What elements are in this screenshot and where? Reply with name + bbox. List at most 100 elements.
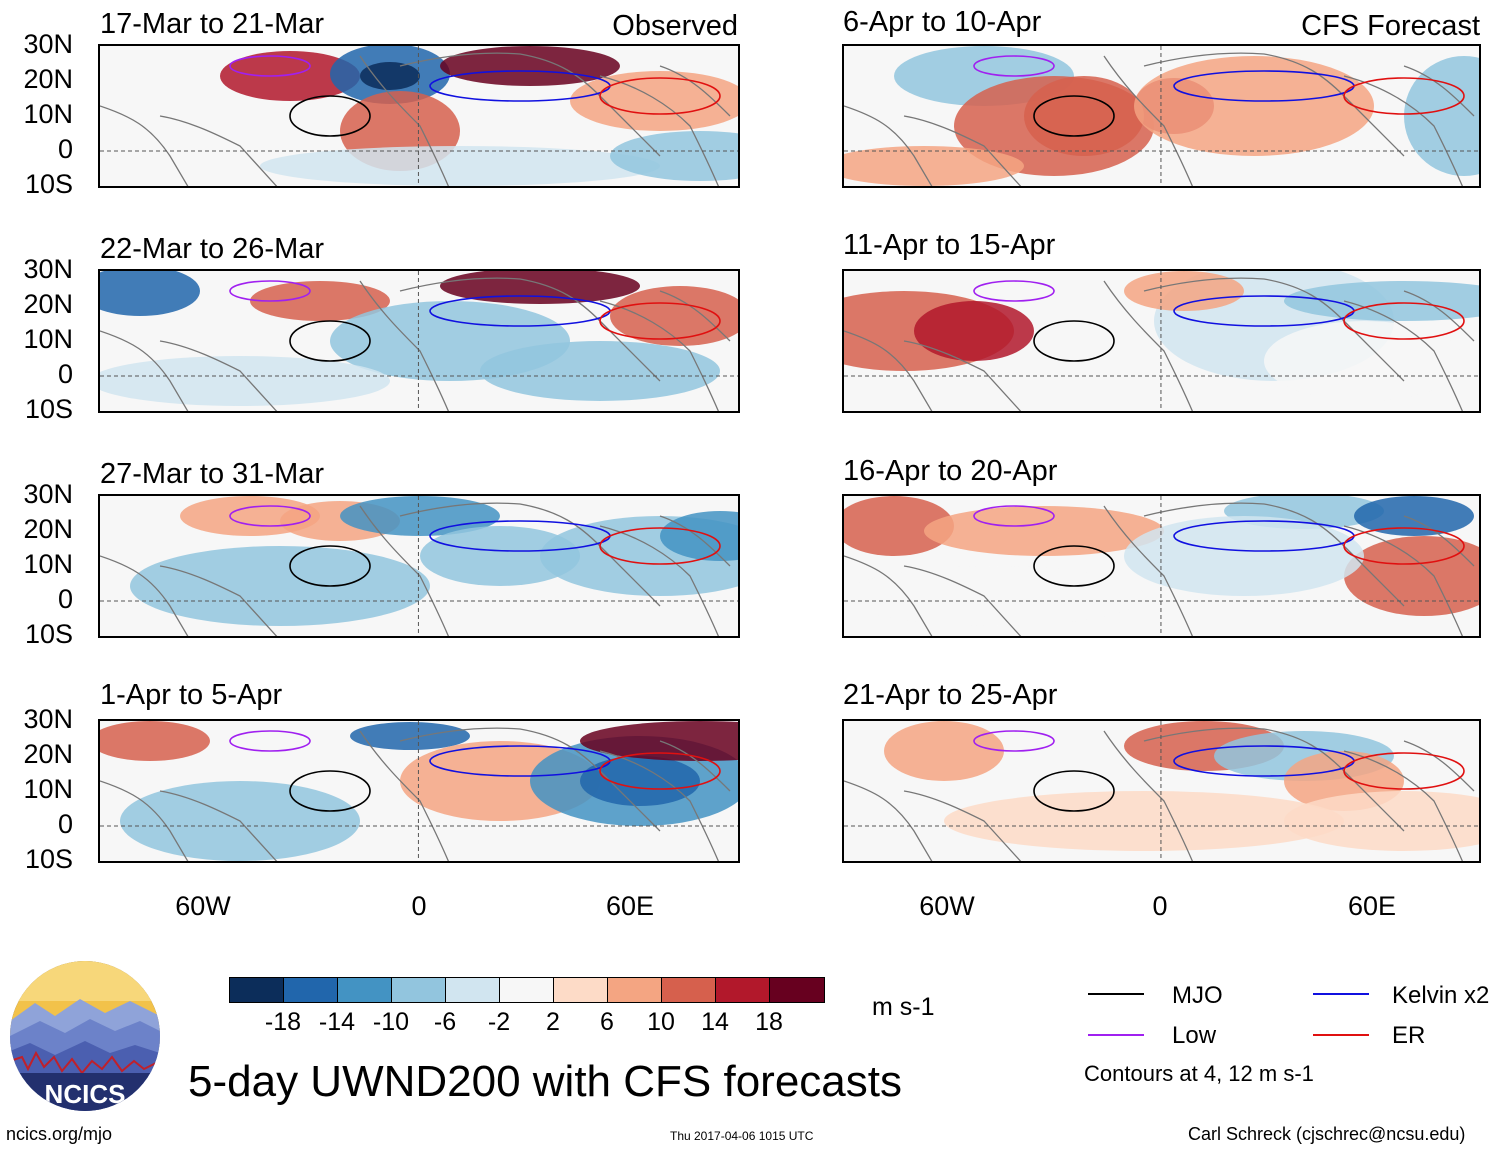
wave-contour	[1343, 77, 1465, 115]
observed-label: Observed	[612, 10, 738, 42]
main-title: 5-day UWND200 with CFS forecasts	[188, 1057, 902, 1106]
anomaly-shading	[924, 506, 1164, 556]
colorbar-tick-label: -18	[264, 1008, 302, 1036]
anomaly-shading	[660, 511, 738, 561]
colorbar-swatch	[716, 978, 770, 1002]
wave-contour	[289, 95, 371, 137]
lat-label: 10N	[23, 774, 73, 804]
panel-title-fcst-3: 16-Apr to 20-Apr	[843, 455, 1058, 487]
panel-title-obs-3: 27-Mar to 31-Mar	[100, 458, 325, 490]
lon-label-60w-left: 60W	[175, 891, 231, 921]
lon-label-60e-left: 60E	[605, 891, 655, 921]
wave-contour	[1343, 302, 1465, 340]
lat-label: 30N	[23, 704, 73, 734]
lat-label: 30N	[23, 254, 73, 284]
panel-title-fcst-4: 21-Apr to 25-Apr	[843, 679, 1058, 711]
anomaly-shading	[944, 791, 1344, 851]
legend-mjo-line	[1088, 993, 1144, 995]
wave-contour	[973, 55, 1055, 77]
panel-title-fcst-1: 6-Apr to 10-Apr	[843, 6, 1042, 38]
map-obs-3	[98, 494, 740, 638]
colorbar-swatch	[392, 978, 446, 1002]
wave-contour	[599, 77, 721, 115]
map-fcst-1	[842, 44, 1481, 188]
lon-label-60e-right: 60E	[1347, 891, 1397, 921]
wave-contour	[229, 505, 311, 527]
lat-label: 10S	[24, 394, 73, 424]
legend-er-line	[1313, 1034, 1369, 1036]
lat-label: 10N	[23, 324, 73, 354]
anomaly-shading	[340, 496, 500, 536]
map-obs-2	[98, 269, 740, 413]
colorbar-tick-label: -2	[487, 1008, 511, 1036]
map-obs-4	[98, 719, 740, 863]
lat-label: 20N	[23, 64, 73, 94]
anomaly-shading	[100, 721, 210, 761]
anomaly-shading	[420, 526, 580, 586]
wave-contour	[1033, 770, 1115, 812]
colorbar-swatch	[608, 978, 662, 1002]
colorbar-swatch	[662, 978, 716, 1002]
wave-contour	[1343, 527, 1465, 565]
anomaly-shading	[480, 341, 720, 401]
anomaly-shading	[1134, 56, 1374, 156]
anomaly-shading	[1124, 271, 1244, 311]
anomaly-shading	[360, 62, 420, 90]
panel-title-obs-1: 17-Mar to 21-Mar	[100, 8, 325, 40]
anomaly-shading	[1344, 536, 1479, 616]
footer-author: Carl Schreck (cjschrec@ncsu.edu)	[1188, 1124, 1466, 1144]
coastline	[100, 52, 731, 186]
map-obs-1	[98, 44, 740, 188]
panel-title-obs-4: 1-Apr to 5-Apr	[100, 679, 283, 711]
coastline	[844, 502, 1475, 636]
anomaly-shading	[884, 721, 1004, 781]
colorbar-swatch	[338, 978, 392, 1002]
footer-url[interactable]: ncics.org/mjo	[6, 1124, 113, 1144]
wave-contour	[289, 320, 371, 362]
anomaly-shading	[100, 271, 200, 316]
wave-contour	[599, 302, 721, 340]
anomaly-shading	[1124, 516, 1364, 596]
lat-label: 30N	[23, 479, 73, 509]
anomaly-shading	[914, 301, 1034, 361]
anomaly-shading	[130, 546, 430, 626]
colorbar-swatch	[770, 978, 824, 1002]
lon-label-0-left: 0	[411, 891, 427, 921]
colorbar-units: m s-1	[872, 993, 935, 1021]
anomaly-shading	[350, 722, 470, 750]
wave-contour	[599, 527, 721, 565]
coastline	[100, 277, 731, 411]
wave-contour	[599, 752, 721, 790]
wave-contour	[289, 770, 371, 812]
anomaly-shading	[440, 46, 620, 86]
lon-label-0-right: 0	[1152, 891, 1168, 921]
lat-label: 20N	[23, 514, 73, 544]
anomaly-shading	[610, 286, 738, 346]
lat-label: 30N	[23, 29, 73, 59]
lat-label: 10N	[23, 549, 73, 579]
colorbar-tick-label: 6	[600, 1008, 614, 1036]
wave-contour	[229, 730, 311, 752]
anomaly-shading	[844, 496, 954, 556]
map-fcst-4	[842, 719, 1481, 863]
colorbar-tick-label: -6	[433, 1008, 457, 1036]
anomaly-shading	[1284, 791, 1479, 851]
legend-mjo-label: MJO	[1172, 982, 1223, 1009]
coastline	[100, 502, 731, 636]
anomaly-shading	[844, 146, 1024, 186]
anomaly-shading	[220, 51, 360, 101]
legend-er-label: ER	[1392, 1022, 1426, 1049]
wave-contour	[1033, 95, 1115, 137]
colorbar-swatch	[446, 978, 500, 1002]
wave-contour	[973, 730, 1055, 752]
wave-contour	[973, 280, 1055, 302]
wave-contour	[1033, 545, 1115, 587]
anomaly-shading	[1354, 496, 1474, 536]
anomaly-shading	[1264, 321, 1464, 401]
colorbar-tick-label: 2	[546, 1008, 560, 1036]
lat-label: 20N	[23, 289, 73, 319]
anomaly-shading	[610, 131, 738, 181]
colorbar-swatch	[230, 978, 284, 1002]
anomaly-shading	[1404, 56, 1479, 176]
anomaly-shading	[440, 271, 640, 304]
